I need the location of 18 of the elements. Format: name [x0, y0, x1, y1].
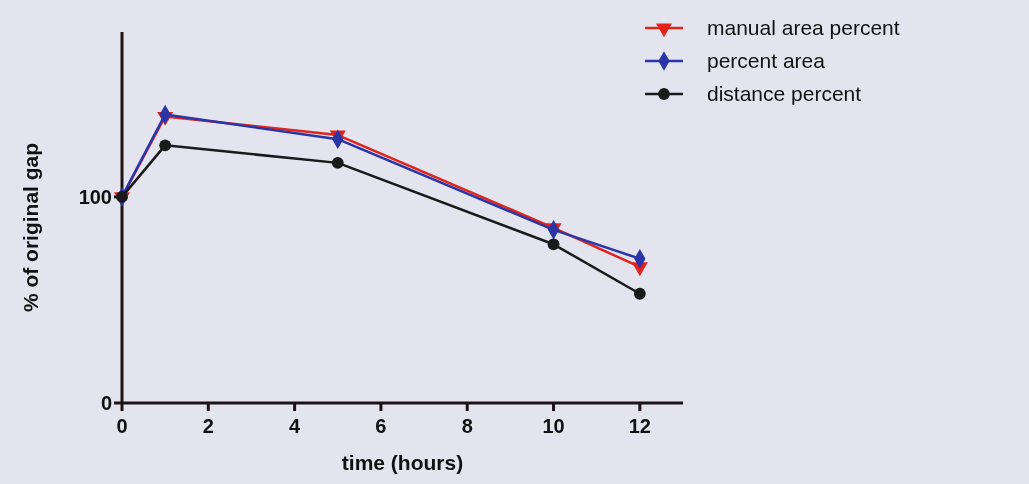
x-tick-label: 12 — [628, 415, 651, 437]
legend-label: distance percent — [707, 82, 862, 106]
x-tick-label: 10 — [542, 415, 565, 437]
point — [159, 139, 172, 152]
legend-label: percent area — [707, 49, 826, 73]
x-tick-label: 4 — [289, 415, 302, 437]
point — [331, 156, 344, 169]
x-tick-label: 6 — [375, 415, 387, 437]
y-tick-label: 100 — [78, 185, 112, 208]
point — [547, 238, 560, 251]
x-tick-label: 2 — [202, 415, 214, 437]
point — [116, 190, 128, 203]
point — [633, 287, 646, 300]
y-axis-title: % of original gap — [19, 142, 42, 313]
legend-label: manual area percent — [707, 16, 900, 40]
x-tick-label: 8 — [461, 415, 473, 437]
x-axis-title: time (hours) — [341, 451, 464, 474]
x-tick-label: 0 — [116, 415, 128, 437]
